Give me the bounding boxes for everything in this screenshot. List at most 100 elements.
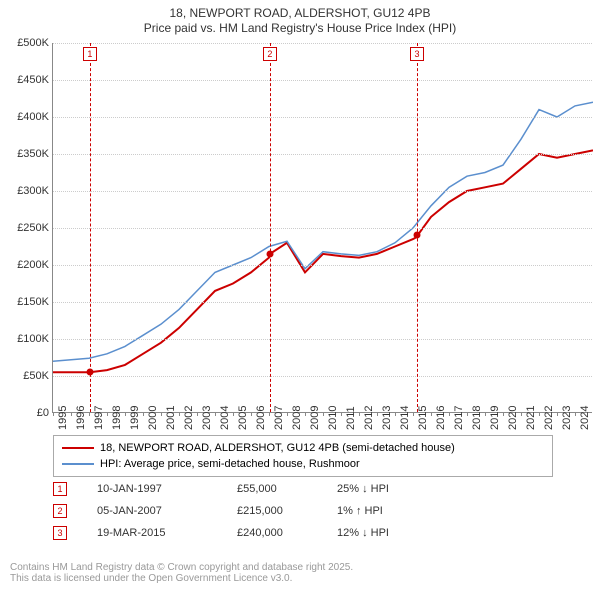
event-date: 19-MAR-2015 bbox=[97, 527, 237, 539]
x-tick bbox=[575, 412, 576, 416]
x-axis-label: 2009 bbox=[309, 406, 321, 430]
y-axis-label: £300K bbox=[9, 185, 49, 197]
x-tick bbox=[305, 412, 306, 416]
x-axis-label: 1996 bbox=[75, 406, 87, 430]
x-axis-label: 2004 bbox=[219, 406, 231, 430]
gridline-h bbox=[53, 228, 592, 229]
x-axis-label: 2008 bbox=[291, 406, 303, 430]
gridline-h bbox=[53, 154, 592, 155]
event-row: 110-JAN-1997£55,00025% ↓ HPI bbox=[53, 478, 553, 500]
x-tick bbox=[269, 412, 270, 416]
x-axis-label: 2005 bbox=[237, 406, 249, 430]
marker-dot bbox=[266, 250, 273, 257]
x-tick bbox=[377, 412, 378, 416]
title-block: 18, NEWPORT ROAD, ALDERSHOT, GU12 4PB Pr… bbox=[10, 6, 590, 35]
x-axis-label: 1997 bbox=[93, 406, 105, 430]
event-delta: 25% ↓ HPI bbox=[337, 483, 437, 495]
event-marker-box: 3 bbox=[53, 526, 67, 540]
x-axis-label: 1998 bbox=[111, 406, 123, 430]
x-axis-label: 2003 bbox=[201, 406, 213, 430]
marker-vline bbox=[90, 43, 91, 412]
y-axis-label: £100K bbox=[9, 333, 49, 345]
title-line-2: Price paid vs. HM Land Registry's House … bbox=[10, 21, 590, 35]
x-axis-label: 2000 bbox=[147, 406, 159, 430]
x-axis-label: 2018 bbox=[471, 406, 483, 430]
x-tick bbox=[125, 412, 126, 416]
event-price: £240,000 bbox=[237, 527, 337, 539]
x-tick bbox=[107, 412, 108, 416]
y-axis-label: £400K bbox=[9, 111, 49, 123]
x-tick bbox=[449, 412, 450, 416]
y-axis-label: £350K bbox=[9, 148, 49, 160]
x-tick bbox=[431, 412, 432, 416]
footer-line-1: Contains HM Land Registry data © Crown c… bbox=[10, 562, 353, 573]
x-tick bbox=[287, 412, 288, 416]
x-axis-label: 2013 bbox=[381, 406, 393, 430]
marker-label-box: 1 bbox=[83, 47, 97, 61]
x-tick bbox=[161, 412, 162, 416]
x-tick bbox=[521, 412, 522, 416]
x-tick bbox=[215, 412, 216, 416]
gridline-h bbox=[53, 339, 592, 340]
y-axis-label: £0 bbox=[9, 407, 49, 419]
event-delta: 12% ↓ HPI bbox=[337, 527, 437, 539]
x-axis-label: 1995 bbox=[57, 406, 69, 430]
chart-plot-area: £0£50K£100K£150K£200K£250K£300K£350K£400… bbox=[52, 43, 592, 413]
x-tick bbox=[341, 412, 342, 416]
x-tick bbox=[233, 412, 234, 416]
x-tick bbox=[143, 412, 144, 416]
y-axis-label: £50K bbox=[9, 370, 49, 382]
gridline-h bbox=[53, 302, 592, 303]
event-delta: 1% ↑ HPI bbox=[337, 505, 437, 517]
event-marker-box: 2 bbox=[53, 504, 67, 518]
x-axis-label: 2021 bbox=[525, 406, 537, 430]
legend-swatch bbox=[62, 463, 94, 465]
marker-dot bbox=[413, 232, 420, 239]
gridline-h bbox=[53, 265, 592, 266]
x-axis-label: 2023 bbox=[561, 406, 573, 430]
x-axis-label: 2007 bbox=[273, 406, 285, 430]
x-axis-label: 2014 bbox=[399, 406, 411, 430]
x-tick bbox=[485, 412, 486, 416]
x-axis-label: 2016 bbox=[435, 406, 447, 430]
event-marker-box: 1 bbox=[53, 482, 67, 496]
x-axis-label: 2011 bbox=[345, 406, 357, 430]
x-tick bbox=[89, 412, 90, 416]
x-tick bbox=[251, 412, 252, 416]
x-axis-label: 2015 bbox=[417, 406, 429, 430]
y-axis-label: £450K bbox=[9, 74, 49, 86]
title-line-1: 18, NEWPORT ROAD, ALDERSHOT, GU12 4PB bbox=[10, 6, 590, 20]
legend-row: HPI: Average price, semi-detached house,… bbox=[62, 456, 544, 472]
y-axis-label: £250K bbox=[9, 222, 49, 234]
marker-label-box: 2 bbox=[263, 47, 277, 61]
x-tick bbox=[557, 412, 558, 416]
legend-swatch bbox=[62, 447, 94, 449]
marker-label-box: 3 bbox=[410, 47, 424, 61]
x-axis-label: 2017 bbox=[453, 406, 465, 430]
x-axis-label: 2001 bbox=[165, 406, 177, 430]
y-axis-label: £500K bbox=[9, 37, 49, 49]
x-axis-label: 2012 bbox=[363, 406, 375, 430]
x-axis-label: 2024 bbox=[579, 406, 591, 430]
x-tick bbox=[539, 412, 540, 416]
event-price: £215,000 bbox=[237, 505, 337, 517]
x-axis-label: 2019 bbox=[489, 406, 501, 430]
x-tick bbox=[503, 412, 504, 416]
marker-vline bbox=[270, 43, 271, 412]
event-date: 05-JAN-2007 bbox=[97, 505, 237, 517]
gridline-h bbox=[53, 376, 592, 377]
footer-attribution: Contains HM Land Registry data © Crown c… bbox=[10, 562, 353, 584]
y-axis-label: £200K bbox=[9, 259, 49, 271]
x-tick bbox=[395, 412, 396, 416]
x-axis-label: 2002 bbox=[183, 406, 195, 430]
y-axis-label: £150K bbox=[9, 296, 49, 308]
x-tick bbox=[53, 412, 54, 416]
legend-label: HPI: Average price, semi-detached house,… bbox=[100, 458, 360, 470]
legend-label: 18, NEWPORT ROAD, ALDERSHOT, GU12 4PB (s… bbox=[100, 442, 455, 454]
gridline-h bbox=[53, 43, 592, 44]
event-row: 3 19-MAR-2015£240,00012% ↓ HPI bbox=[53, 522, 553, 544]
gridline-h bbox=[53, 117, 592, 118]
event-date: 10-JAN-1997 bbox=[97, 483, 237, 495]
x-axis-label: 1999 bbox=[129, 406, 141, 430]
x-axis-label: 2020 bbox=[507, 406, 519, 430]
